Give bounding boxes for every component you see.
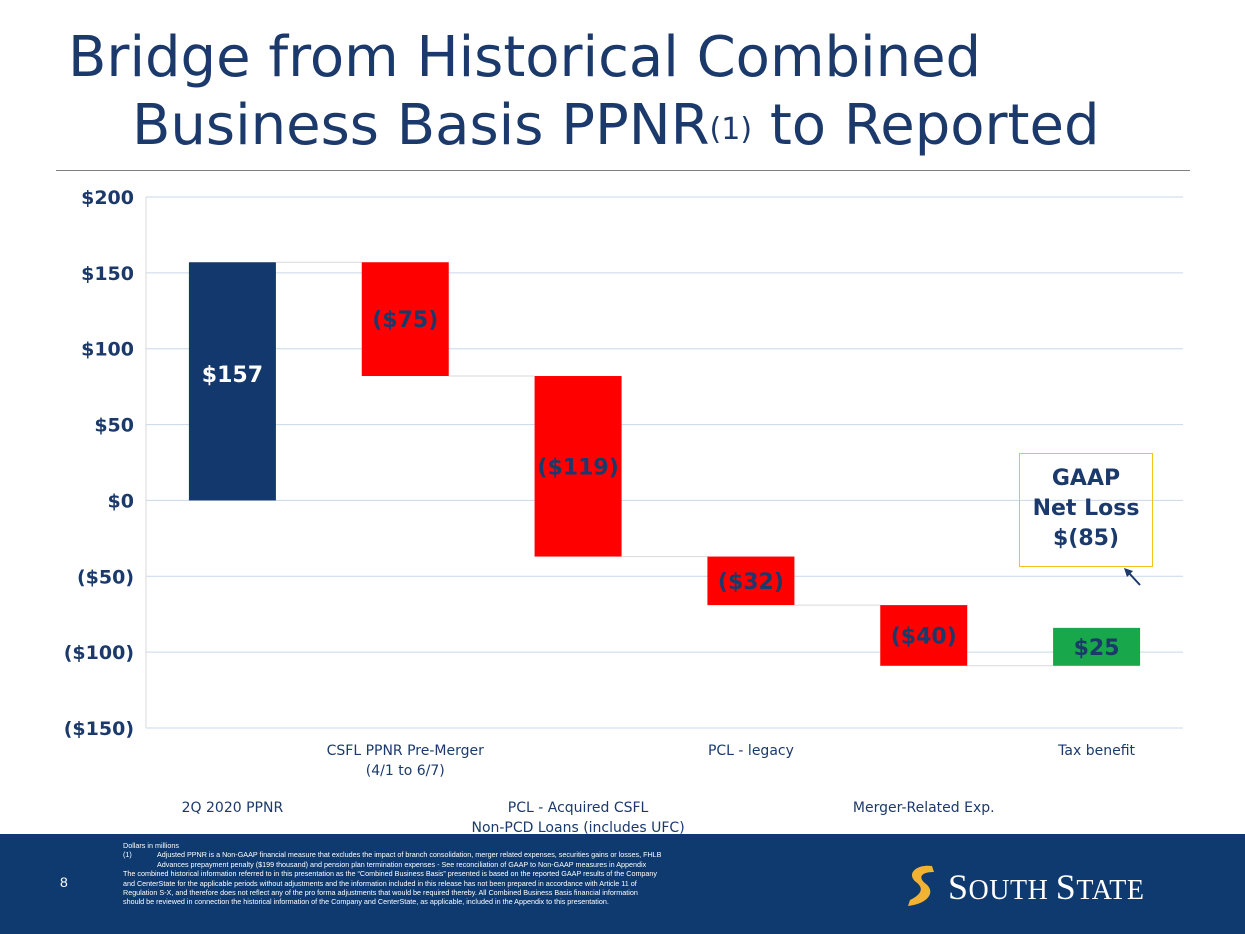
- data-label: $25: [1074, 636, 1120, 661]
- callout-arrow-head: [1124, 568, 1133, 577]
- y-tick-label: $150: [81, 263, 134, 285]
- x-category-label: 2Q 2020 PPNR: [182, 800, 284, 816]
- title-superscript: (1): [709, 112, 753, 147]
- footer-bar: [0, 834, 1245, 934]
- x-category-label: CSFL PPNR Pre-Merger: [327, 743, 485, 759]
- data-label: ($40): [891, 624, 957, 649]
- y-tick-label: $100: [81, 339, 134, 361]
- x-category-label: PCL - Acquired CSFL: [508, 800, 649, 816]
- waterfall-bar: [1053, 627, 1141, 666]
- x-category-label: Merger-Related Exp.: [853, 800, 995, 816]
- y-tick-label: $50: [94, 415, 134, 437]
- waterfall-bar: [707, 556, 795, 606]
- south-state-logo-text: SOUTH STATE: [948, 866, 1145, 908]
- y-tick-label: ($50): [77, 566, 134, 588]
- title-line-2: Business Basis PPNR(1) to Reported: [68, 92, 1168, 160]
- title-line-1: Bridge from Historical Combined: [68, 25, 982, 90]
- south-state-logo-icon: [908, 865, 934, 906]
- data-label: ($119): [537, 455, 618, 480]
- disclaimer-line-4: should be reviewed in connection the his…: [123, 897, 609, 907]
- data-label: ($75): [372, 308, 438, 333]
- x-category-label: Non-PCD Loans (includes UFC): [471, 820, 684, 834]
- waterfall-bar: [361, 262, 449, 377]
- title-divider: [56, 170, 1190, 171]
- x-category-label: (4/1 to 6/7): [366, 763, 445, 779]
- title-line-2-suffix: to Reported: [752, 93, 1100, 158]
- data-label: $157: [202, 363, 263, 388]
- y-tick-label: ($150): [64, 718, 134, 740]
- footnote-1-number: (1): [123, 850, 132, 860]
- footnotes: Dollars in millions (1) Adjusted PPNR is …: [123, 841, 913, 907]
- footnote-1: (1) Adjusted PPNR is a Non-GAAP financial…: [123, 850, 913, 859]
- page-number: 8: [60, 874, 68, 890]
- logo-text-outh: OUTH: [968, 875, 1056, 906]
- waterfall-chart: $200 $150 $100 $50 $0 ($50) ($100) ($150) $157 2Q…: [64, 187, 1183, 834]
- title-line-2-text: Business Basis PPNR: [132, 93, 710, 158]
- disclaimer-line-1: The combined historical information refe…: [123, 869, 658, 879]
- gaap-net-loss-callout: GAAP Net Loss $(85): [1019, 453, 1153, 567]
- data-label: ($32): [718, 570, 784, 595]
- y-tick-label: $200: [81, 187, 134, 209]
- callout-line-3: $(85): [1052, 526, 1120, 551]
- logo-letter-s2: S: [1055, 867, 1077, 907]
- waterfall-bar: [534, 376, 622, 557]
- y-tick-label: ($100): [64, 642, 134, 664]
- page-title: Bridge from Historical Combined Business…: [68, 24, 1168, 160]
- disclaimer-line-2: and CenterState for the applicable perio…: [123, 878, 637, 888]
- notes-units: Dollars in millions: [123, 841, 179, 850]
- x-category-label: PCL - legacy: [708, 743, 794, 759]
- footnote-1-line-2: Advances prepayment penalty ($199 thousa…: [157, 859, 647, 869]
- logo-letter-s1: S: [948, 867, 969, 907]
- callout-arrow-line: [1127, 571, 1141, 586]
- callout-line-2: Net Loss: [1032, 496, 1140, 521]
- y-tick-label: $0: [108, 490, 134, 512]
- x-category-label: Tax benefit: [1057, 743, 1135, 759]
- footnote-1-line-1: Adjusted PPNR is a Non-GAAP financial me…: [157, 850, 662, 860]
- waterfall-bar: [880, 605, 968, 666]
- disclaimer-line-3: Regulation S-X, and therefore does not r…: [123, 888, 638, 898]
- callout-line-1: GAAP: [1051, 466, 1121, 491]
- logo-text-tate: TATE: [1076, 875, 1145, 906]
- waterfall-bar: [188, 262, 276, 501]
